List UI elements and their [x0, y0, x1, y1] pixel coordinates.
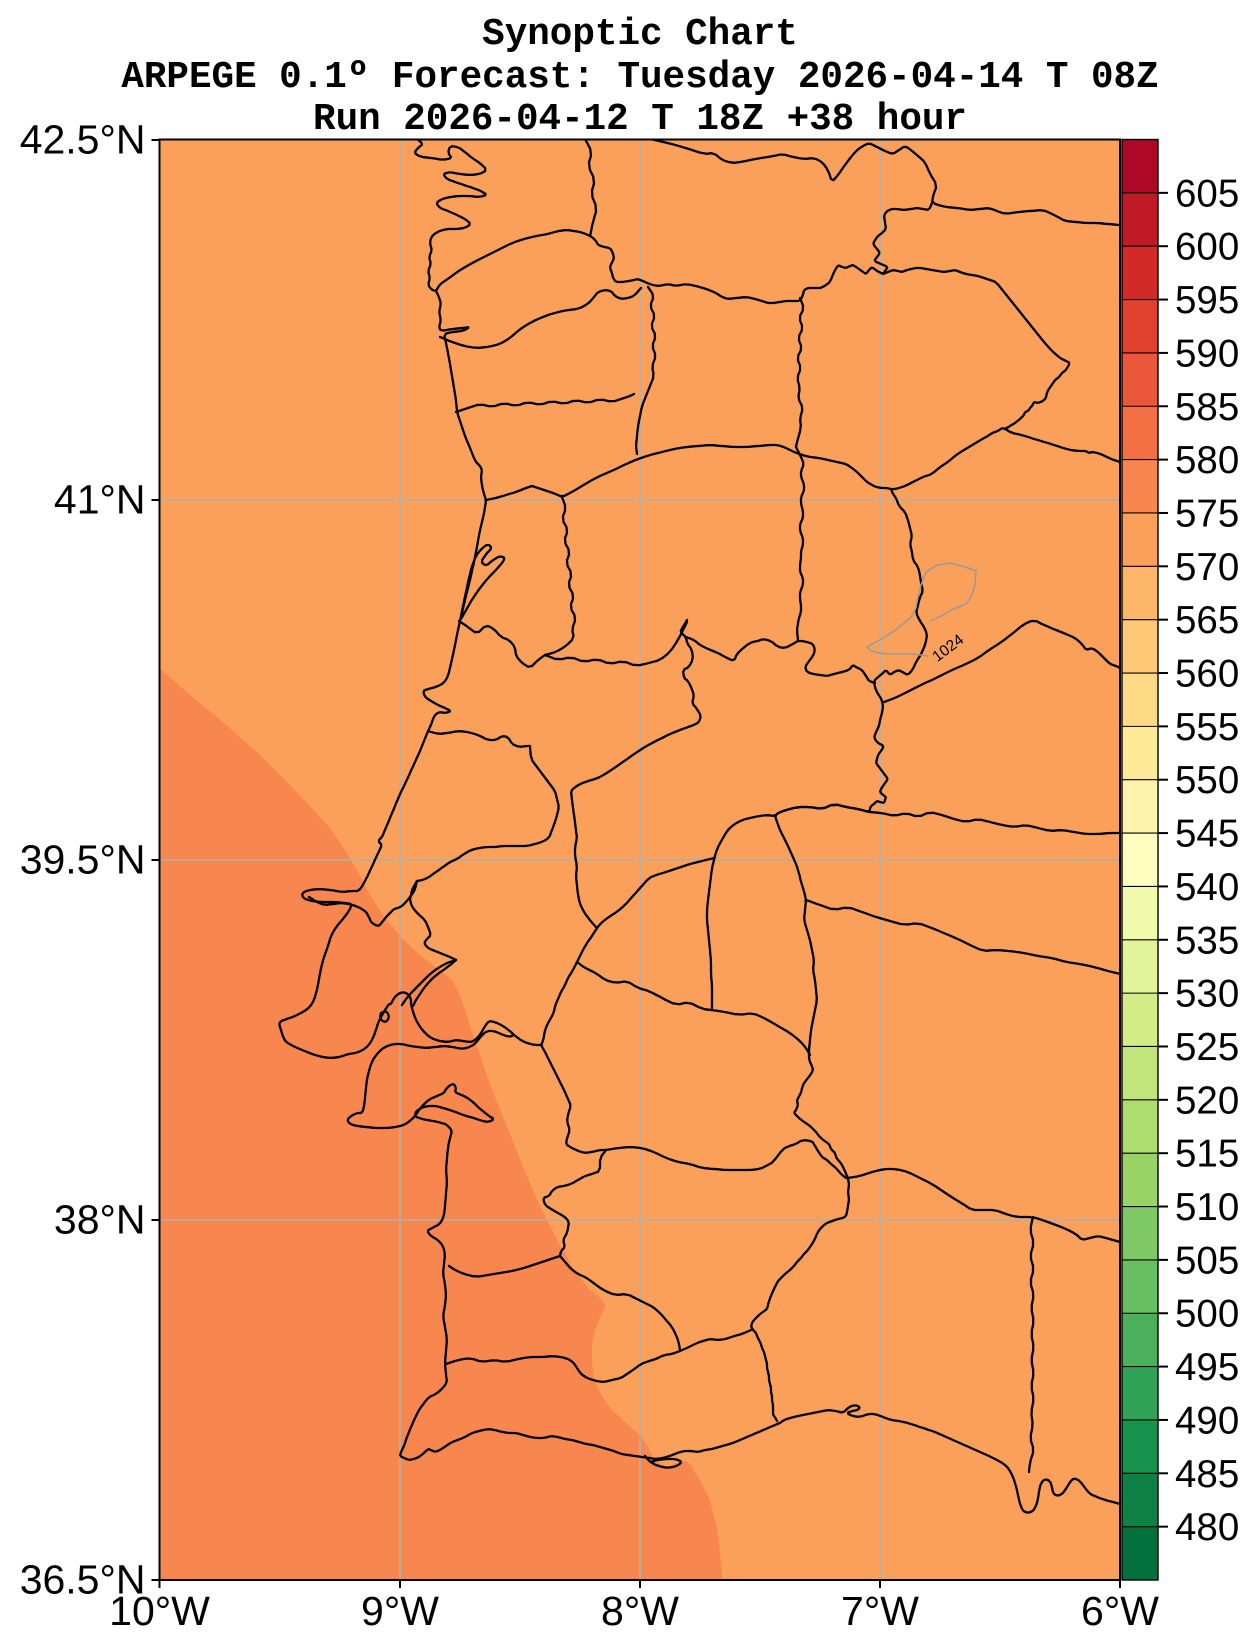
svg-text:575: 575 — [1175, 492, 1239, 535]
svg-text:Run 2026-04-12 T 18Z +38 hour: Run 2026-04-12 T 18Z +38 hour — [313, 99, 967, 141]
svg-text:36.5°N: 36.5°N — [20, 1557, 146, 1603]
svg-text:525: 525 — [1175, 1026, 1239, 1069]
svg-text:42.5°N: 42.5°N — [20, 117, 146, 163]
svg-text:10°W: 10°W — [109, 1588, 210, 1634]
svg-text:590: 590 — [1175, 332, 1239, 375]
svg-text:Synoptic Chart: Synoptic Chart — [482, 14, 798, 56]
svg-text:38°N: 38°N — [54, 1197, 146, 1243]
svg-text:550: 550 — [1175, 759, 1239, 802]
svg-text:8°W: 8°W — [601, 1588, 679, 1634]
svg-text:480: 480 — [1175, 1506, 1239, 1549]
svg-text:495: 495 — [1175, 1346, 1239, 1389]
svg-text:535: 535 — [1175, 919, 1239, 962]
svg-text:585: 585 — [1175, 386, 1239, 429]
svg-text:530: 530 — [1175, 973, 1239, 1016]
svg-text:555: 555 — [1175, 706, 1239, 749]
svg-text:ARPEGE 0.1º Forecast: Tuesday: ARPEGE 0.1º Forecast: Tuesday 2026-04-14… — [121, 57, 1158, 99]
svg-text:600: 600 — [1175, 226, 1239, 269]
svg-text:485: 485 — [1175, 1453, 1239, 1496]
svg-text:39.5°N: 39.5°N — [20, 837, 146, 883]
svg-text:545: 545 — [1175, 813, 1239, 856]
svg-text:505: 505 — [1175, 1239, 1239, 1282]
svg-text:490: 490 — [1175, 1399, 1239, 1442]
svg-text:500: 500 — [1175, 1293, 1239, 1336]
svg-text:570: 570 — [1175, 546, 1239, 589]
svg-text:515: 515 — [1175, 1133, 1239, 1176]
svg-text:41°N: 41°N — [54, 477, 146, 523]
svg-text:520: 520 — [1175, 1079, 1239, 1122]
svg-text:605: 605 — [1175, 172, 1239, 215]
svg-text:595: 595 — [1175, 279, 1239, 322]
svg-text:560: 560 — [1175, 653, 1239, 696]
svg-text:510: 510 — [1175, 1186, 1239, 1229]
svg-text:565: 565 — [1175, 599, 1239, 642]
svg-text:7°W: 7°W — [841, 1588, 919, 1634]
svg-text:9°W: 9°W — [361, 1588, 439, 1634]
svg-text:580: 580 — [1175, 439, 1239, 482]
svg-text:540: 540 — [1175, 866, 1239, 909]
svg-text:6°W: 6°W — [1081, 1588, 1159, 1634]
